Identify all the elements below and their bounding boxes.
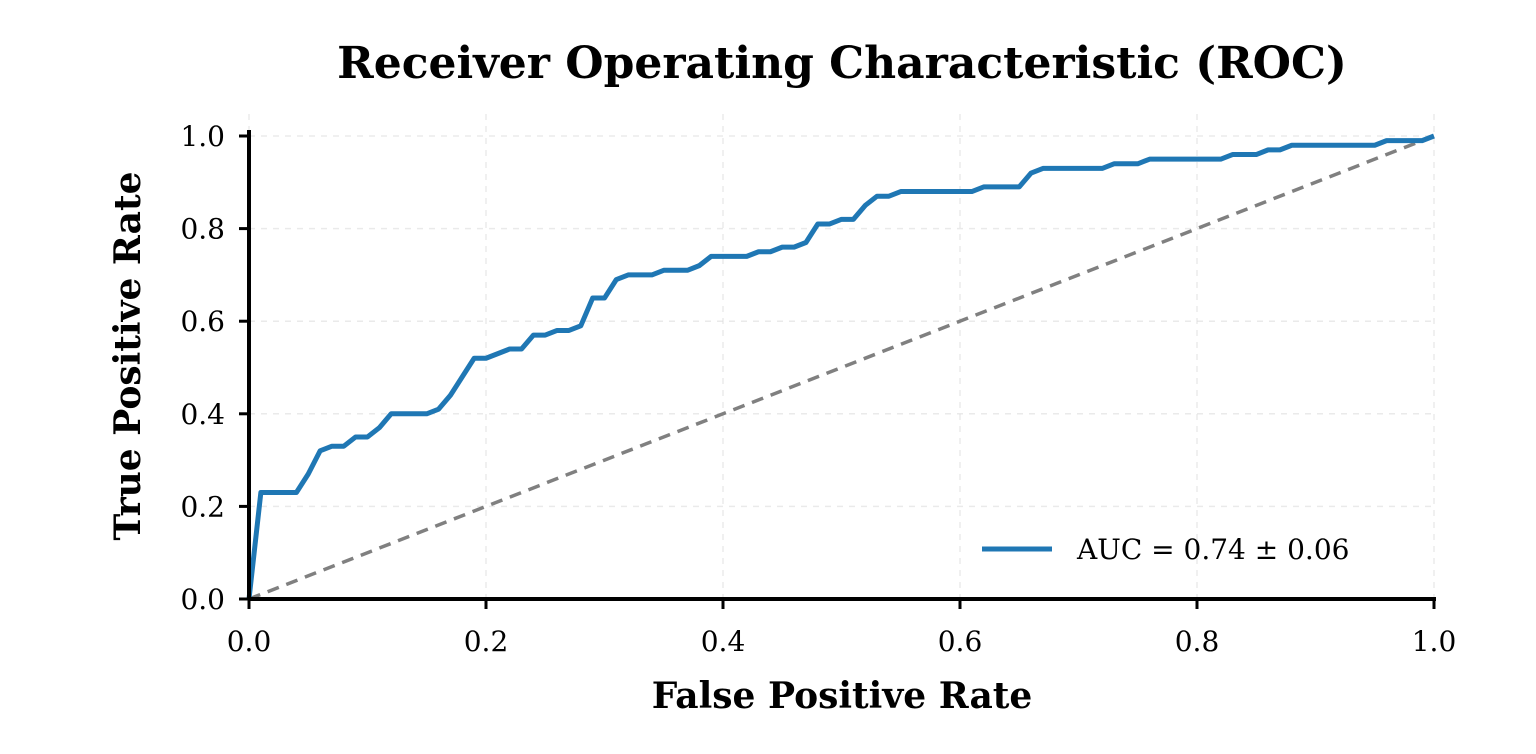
y-tick-label-2: 0.4 <box>180 398 225 431</box>
chance-diagonal-line <box>248 134 1435 601</box>
x-tick-label-0: 0.0 <box>227 625 272 658</box>
y-tick-label-4: 0.8 <box>180 213 225 246</box>
x-ticks: 0.0 0.2 0.4 0.6 0.8 1.0 <box>227 599 1457 658</box>
series-layer <box>246 133 1435 601</box>
x-tick-label-1: 0.2 <box>464 625 509 658</box>
x-tick-label-4: 0.8 <box>1175 625 1220 658</box>
x-axis-label: False Positive Rate <box>652 675 1033 717</box>
roc-curve-line <box>246 133 1435 600</box>
y-tick-label-0: 0.0 <box>180 583 225 616</box>
x-tick-label-3: 0.6 <box>938 625 983 658</box>
legend: AUC = 0.74 ± 0.06 <box>982 533 1349 566</box>
y-tick-label-3: 0.6 <box>180 305 225 338</box>
y-tick-label-5: 1.0 <box>180 120 225 153</box>
x-tick-label-5: 1.0 <box>1412 625 1457 658</box>
x-tick-label-2: 0.4 <box>701 625 746 658</box>
legend-label-roc: AUC = 0.74 ± 0.06 <box>1076 533 1349 566</box>
chart-title: Receiver Operating Characteristic (ROC) <box>337 38 1347 89</box>
y-ticks: 0.0 0.2 0.4 0.6 0.8 1.0 <box>180 120 249 616</box>
y-tick-label-1: 0.2 <box>180 490 225 523</box>
y-axis-label: True Positive Rate <box>107 171 149 540</box>
